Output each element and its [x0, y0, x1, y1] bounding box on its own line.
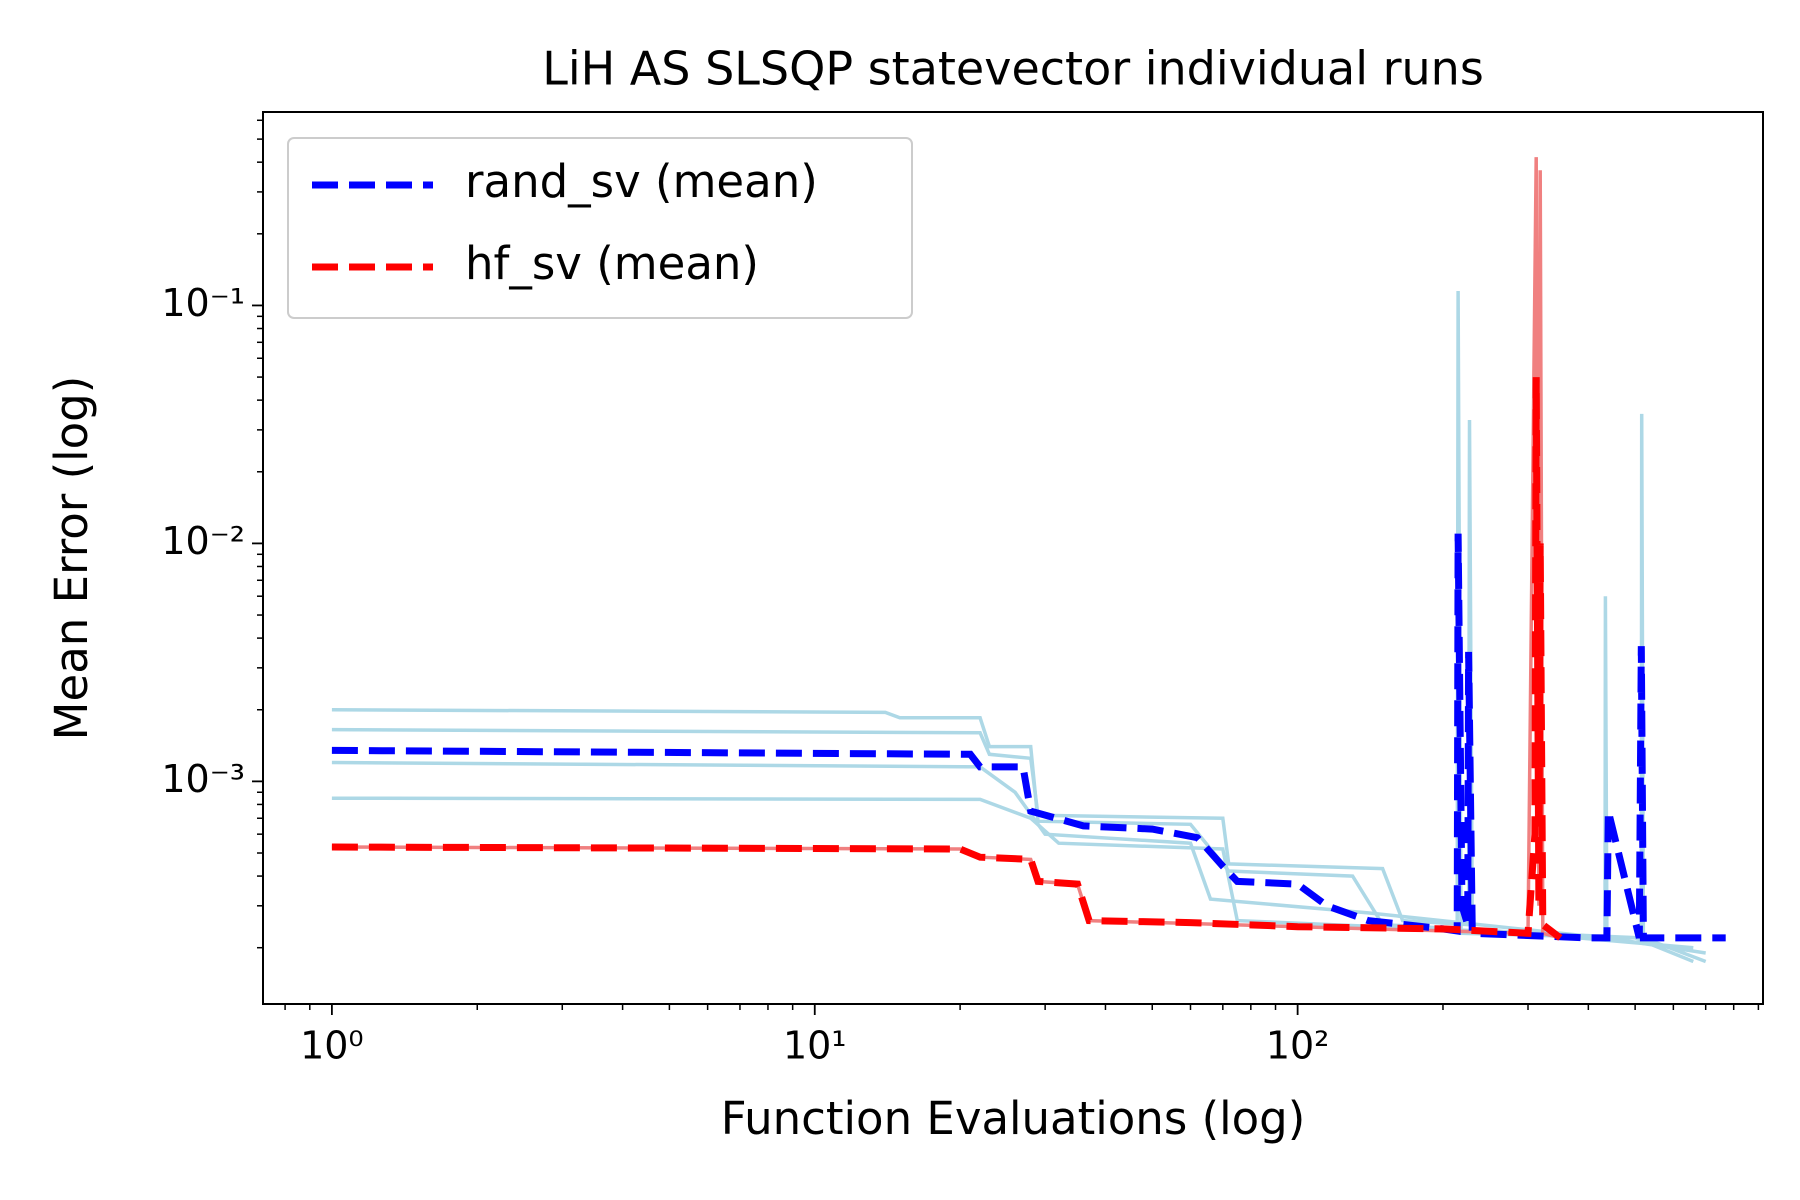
legend-box: [287, 137, 913, 319]
legend: rand_sv (mean) hf_sv (mean): [287, 137, 913, 319]
x-tick-label: 10²: [1266, 1024, 1330, 1068]
run-line: [331, 596, 1706, 955]
mean-line: [331, 377, 1563, 941]
y-tick-label: 10⁻³: [161, 757, 245, 801]
run-line: [331, 413, 1707, 964]
legend-label: hf_sv (mean): [465, 237, 759, 290]
x-axis-label: Function Evaluations (log): [721, 1092, 1306, 1145]
x-tick-label: 10⁰: [300, 1024, 364, 1068]
plot-frame: [262, 111, 1764, 1005]
y-tick-label: 10⁻²: [161, 519, 245, 563]
legend-label: rand_sv (mean): [465, 155, 818, 208]
plot-area: [331, 157, 1726, 964]
chart-title: LiH AS SLSQP statevector individual runs: [542, 42, 1484, 96]
y-axis-label: Mean Error (log): [45, 376, 98, 741]
y-tick-label: 10⁻¹: [161, 281, 245, 325]
x-tick-label: 10¹: [783, 1024, 847, 1068]
mean-line: [331, 533, 1726, 942]
run-line: [331, 419, 1694, 950]
